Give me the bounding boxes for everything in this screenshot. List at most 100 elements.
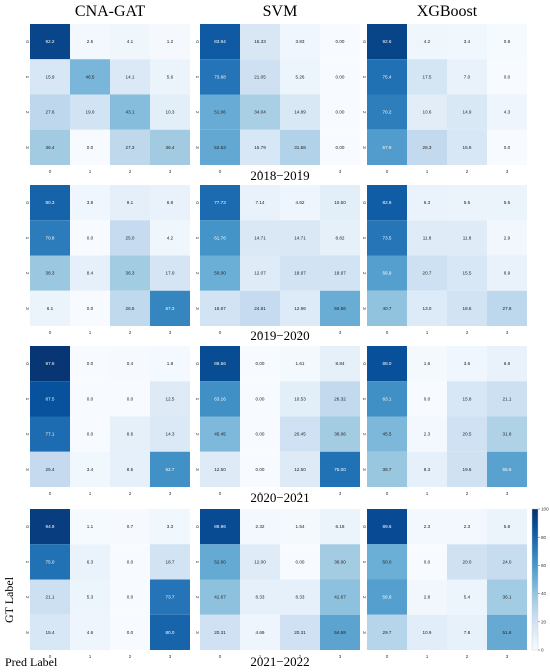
cell-value-label: 0.4: [127, 361, 134, 366]
cell-value-label: 6.8: [504, 361, 511, 366]
cell-value-label: 14.71: [294, 235, 306, 240]
cell-value-label: 1.6: [424, 361, 431, 366]
heatmap-cell: [70, 59, 110, 95]
heatmap-cell: [320, 94, 360, 130]
heatmap-cell: [30, 129, 70, 165]
y-tick-label: 0: [25, 525, 30, 528]
cell-value-label: 5.6: [167, 74, 174, 79]
x-tick-label: 1: [259, 654, 262, 659]
heatmap-cell: [70, 544, 110, 580]
heatmap-cell: [30, 290, 70, 326]
x-tick-label: 0: [49, 491, 52, 496]
cell-value-label: 7.8: [464, 630, 471, 635]
x-tick-label: 0: [386, 330, 389, 335]
heatmap-cell: [320, 416, 360, 452]
colorbar-tick-label: 100: [541, 507, 549, 512]
cell-value-label: 77.73: [214, 200, 226, 205]
cell-value-label: 36.06: [334, 432, 346, 437]
cell-value-label: 27.3: [126, 145, 135, 150]
cell-value-label: 6.18: [336, 524, 345, 529]
cell-value-label: 8.33: [256, 595, 265, 600]
x-tick-label: 0: [386, 654, 389, 659]
period-label: 2019−2020: [250, 328, 309, 343]
heatmap-cell: [320, 451, 360, 487]
cell-value-label: 14.1: [126, 74, 135, 79]
cell-value-label: 38.3: [46, 271, 55, 276]
cell-value-label: 10.9: [423, 630, 432, 635]
cell-value-label: 4.62: [296, 200, 305, 205]
cell-value-label: 0.00: [296, 559, 305, 564]
y-tick-label: 3: [195, 146, 200, 149]
cell-value-label: 0.00: [336, 110, 345, 115]
cell-value-label: 62.7: [166, 467, 175, 472]
y-tick-label: 1: [362, 561, 367, 564]
cell-value-label: 31.8: [503, 432, 512, 437]
cell-value-label: 36.4: [46, 145, 55, 150]
x-tick-label: 1: [426, 491, 429, 496]
heatmap-cell: [70, 94, 110, 130]
cell-value-label: 36.1: [503, 595, 512, 600]
heatmap-cell: [150, 579, 190, 615]
heatmap-cell: [407, 255, 447, 291]
cell-value-label: 34.04: [254, 110, 266, 115]
cell-value-label: 3.8: [87, 200, 94, 205]
heatmap-cell: [150, 290, 190, 326]
cell-value-label: 0.0: [504, 145, 511, 150]
cell-value-label: 10.53: [294, 396, 306, 401]
cell-value-label: 88.0: [383, 361, 392, 366]
cell-value-label: 0.00: [256, 432, 265, 437]
heatmap-cell: [240, 509, 280, 545]
y-tick-label: 0: [195, 525, 200, 528]
cell-value-label: 52.63: [214, 145, 226, 150]
cell-value-label: 0.0: [127, 630, 134, 635]
heatmap-cell: [150, 129, 190, 165]
x-tick-label: 0: [219, 169, 222, 174]
heatmap-cell: [70, 290, 110, 326]
cell-value-label: 51.06: [214, 110, 226, 115]
cell-value-label: 20.45: [294, 432, 306, 437]
period-label: 2020−2021: [250, 490, 309, 505]
heatmap-cell: [240, 346, 280, 382]
heatmap-cell: [407, 544, 447, 580]
cell-value-label: 2.32: [256, 524, 265, 529]
heatmap-cell: [150, 220, 190, 256]
cell-value-label: 6.3: [424, 200, 431, 205]
heatmap-cell: [200, 290, 240, 326]
x-tick-label: 0: [386, 169, 389, 174]
cell-value-label: 20.0: [463, 559, 472, 564]
heatmap-cell: [240, 290, 280, 326]
cell-value-label: 15.8: [463, 145, 472, 150]
x-tick-label: 2: [129, 330, 132, 335]
cell-value-label: 0.0: [127, 396, 134, 401]
y-tick-label: 1: [362, 76, 367, 79]
cell-value-label: 70.8: [46, 235, 55, 240]
heatmap-cell: [447, 451, 487, 487]
x-tick-label: 3: [169, 330, 172, 335]
cell-value-label: 0.7: [127, 524, 134, 529]
heatmap-cell: [150, 509, 190, 545]
cell-value-label: 36.4: [166, 145, 175, 150]
heatmap-cell: [200, 185, 240, 221]
heatmap-cell: [320, 24, 360, 60]
cell-value-label: 61.76: [214, 235, 226, 240]
heatmap-cell: [240, 255, 280, 291]
cell-value-label: 6.8: [167, 200, 174, 205]
y-tick-label: 1: [362, 398, 367, 401]
heatmap-cell: [367, 346, 407, 382]
cell-value-label: 97.6: [46, 361, 55, 366]
heatmap-cell: [447, 59, 487, 95]
x-tick-label: 3: [169, 169, 172, 174]
cell-value-label: 31.58: [294, 145, 306, 150]
heatmap-cell: [487, 220, 527, 256]
x-tick-label: 0: [386, 491, 389, 496]
cell-value-label: 63.16: [214, 396, 226, 401]
x-axis-title: Pred Label: [5, 655, 58, 669]
heatmap-cell: [280, 220, 320, 256]
heatmap-cell: [30, 94, 70, 130]
heatmap-cell: [30, 614, 70, 650]
heatmap-cell: [447, 579, 487, 615]
heatmap-cell: [70, 381, 110, 417]
x-tick-label: 1: [426, 169, 429, 174]
heatmap-cell: [70, 451, 110, 487]
heatmap-cell: [200, 544, 240, 580]
